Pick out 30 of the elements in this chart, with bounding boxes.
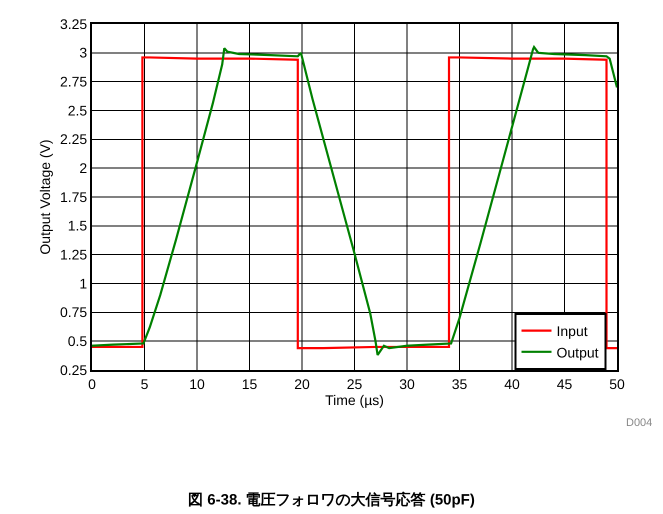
x-tick-label: 15 xyxy=(242,376,258,392)
x-tick-label: 5 xyxy=(140,376,149,392)
y-tick-label: 3 xyxy=(79,44,88,61)
y-tick-label: 3.25 xyxy=(60,16,88,32)
x-tick-label: 20 xyxy=(294,376,310,392)
y-tick-label: 2.75 xyxy=(60,74,88,90)
y-tick-label: 1.75 xyxy=(60,188,88,205)
text: 図 6-38. 電圧フォロワの大信号応答 (50pF) xyxy=(188,490,475,509)
x-tick-label: 25 xyxy=(346,376,362,392)
x-tick-label: 0 xyxy=(88,376,96,392)
x-tick-label: 35 xyxy=(452,376,468,392)
x-tick-label: 45 xyxy=(556,376,572,392)
y-axis-title: Output Voltage (V) xyxy=(37,139,54,255)
y-tick-label: 2.5 xyxy=(68,102,88,118)
text: D004 xyxy=(626,417,652,429)
y-tick-label: 2 xyxy=(79,160,88,176)
x-axis-title: Time (µs) xyxy=(325,392,384,408)
y-tick-label: 1 xyxy=(79,275,88,292)
y-tick-label: 1.25 xyxy=(60,246,88,263)
y-tick-label: 0.5 xyxy=(68,333,88,350)
legend-label: Output xyxy=(556,344,599,360)
y-tick-label: 0.25 xyxy=(60,362,88,378)
x-tick-label: 40 xyxy=(504,376,520,392)
legend-label: Input xyxy=(556,323,588,340)
y-tick-label: 1.5 xyxy=(68,218,88,234)
x-tick-label: 30 xyxy=(399,376,415,392)
y-tick-label: 0.75 xyxy=(60,304,88,320)
x-tick-label: 10 xyxy=(189,376,205,392)
y-tick-label: 2.25 xyxy=(60,131,88,148)
x-tick-label: 50 xyxy=(609,376,625,392)
